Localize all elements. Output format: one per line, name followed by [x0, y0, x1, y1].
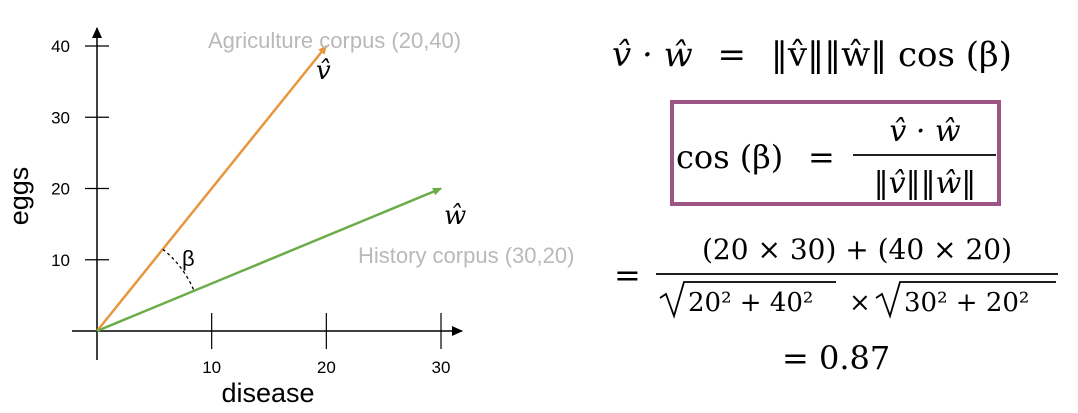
x-tick-label: 10	[202, 358, 221, 377]
cos-beta-equals: =	[808, 138, 835, 176]
cos-beta-left: cos (β)	[676, 138, 783, 176]
formula-block: v̂ · ŵ = ‖v̂‖‖ŵ‖ cos (β) cos (β) = v̂ · …	[612, 35, 1058, 377]
y-tick-label: 20	[51, 180, 70, 199]
step-equals: =	[614, 256, 641, 294]
x-tick-label: 30	[432, 358, 451, 377]
x-tick-label: 20	[317, 358, 336, 377]
sqrt-sign-b	[875, 281, 1056, 319]
y-axis-label: eggs	[4, 167, 34, 226]
vector-plot: 10 20 30 10 20 30 40 disease eggs β Agricultu…	[4, 27, 574, 408]
y-tick-label: 10	[51, 251, 70, 270]
y-tick-label: 40	[51, 37, 70, 56]
step-times: ×	[849, 288, 871, 318]
dot-product-expression: v̂ · ŵ = ‖v̂‖‖ŵ‖ cos (β)	[612, 35, 1012, 75]
agriculture-corpus-label: Agriculture corpus (20,40)	[208, 28, 461, 53]
x-axis-label: disease	[221, 378, 314, 408]
cosine-formula-box	[670, 100, 1001, 206]
x-ticks: 10 20 30	[202, 313, 450, 377]
angle-beta-arc	[162, 248, 195, 292]
v-hat-symbol: v̂	[316, 56, 331, 86]
history-corpus-label: History corpus (30,20)	[358, 243, 574, 268]
y-ticks: 10 20 30 40	[51, 37, 109, 270]
step-numerator: (20 × 30) + (40 × 20)	[702, 233, 1012, 266]
y-tick-label: 30	[51, 108, 70, 127]
sqrt-sign-a	[659, 281, 836, 319]
result-value: = 0.87	[782, 339, 890, 377]
vector-history	[96, 187, 442, 333]
box-denominator: ‖v̂‖‖ŵ‖	[874, 166, 977, 201]
vector-agriculture	[96, 45, 328, 332]
w-hat-symbol: ŵ	[444, 201, 466, 231]
box-numerator: v̂ · ŵ	[889, 114, 961, 149]
step-denominator-b: 30² + 20²	[904, 288, 1029, 318]
angle-beta-label: β	[182, 246, 195, 271]
step-denominator-a: 20² + 40²	[688, 288, 813, 318]
